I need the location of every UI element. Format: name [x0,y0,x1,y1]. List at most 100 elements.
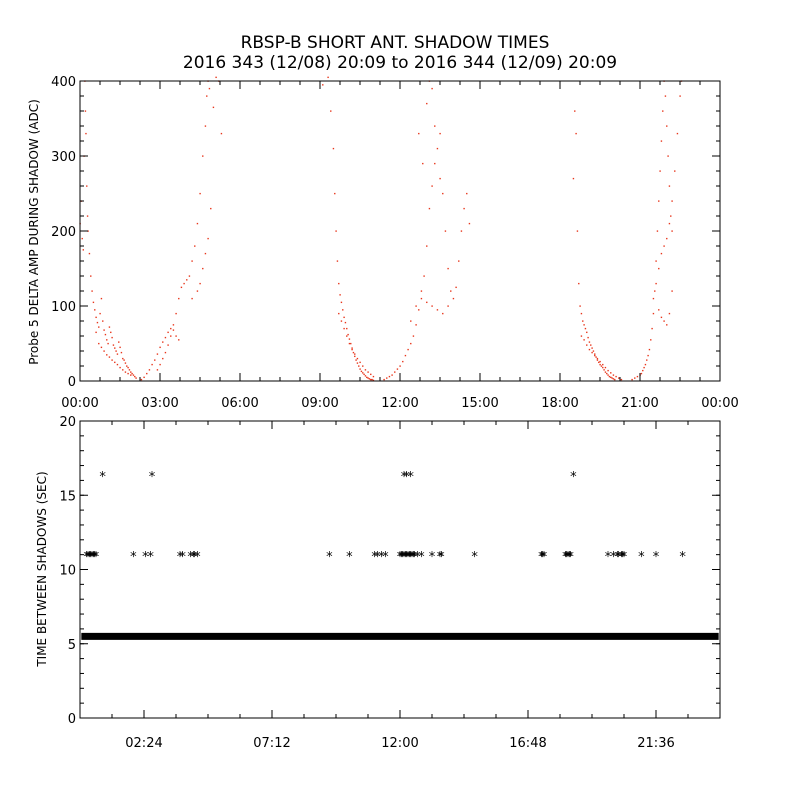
bottom-data-point: * [605,550,612,565]
top-data-point [436,147,439,150]
bottom-data-point: * [397,550,404,565]
top-data-point [124,371,127,373]
top-data-point [648,348,651,351]
top-data-point [660,140,663,142]
top-data-point [104,333,107,336]
bottom-data-point: * [407,470,414,485]
bottom-data-point: * [371,550,378,565]
top-data-point [340,320,343,322]
bottom-data-point: * [565,550,572,565]
top-data-point [610,372,612,374]
bottom-axis-ticks: 02:24 07:12 12:00 16:48 21:36 0 5 10 15 20 [59,415,721,751]
top-x-tick-label: 03:00 [141,396,178,411]
top-data-point [431,185,433,187]
top-data-point [178,339,180,341]
top-data-point [127,366,129,369]
top-data-point [431,87,433,90]
top-data-point [100,297,103,300]
top-y-tick-label: 0 [68,375,76,390]
bottom-data-point: * [326,550,333,565]
top-data-point [108,326,111,328]
top-data-point [111,336,113,339]
bottom-data-point: * [130,550,137,565]
top-data-point [407,348,409,351]
bottom-data-point: * [566,550,573,565]
top-data-point [116,363,119,366]
bottom-data-point: * [567,550,574,565]
top-axis-ticks: 00:00 03:00 06:00 09:00 12:00 15:00 18:00 21:00… [51,75,739,411]
top-data-point [604,371,607,373]
top-data-point [344,321,347,324]
top-data-point [99,312,101,315]
top-data-point [327,76,329,79]
top-data-point [679,95,681,97]
bottom-data-point: * [619,550,626,565]
top-data-point [95,316,97,319]
top-data-points [79,76,683,382]
top-data-point [594,353,596,355]
top-data-point [220,132,223,135]
top-data-point [659,170,661,172]
top-data-point [350,342,352,345]
top-data-point [164,336,167,339]
top-data-point [436,309,439,311]
top-data-point [583,339,585,341]
bottom-data-point: * [86,550,93,565]
bottom-data-point: * [610,550,617,565]
top-data-point [651,327,653,330]
bottom-data-point: * [403,470,410,485]
top-data-point [96,321,99,324]
top-data-point [666,324,668,326]
bottom-data-points: ********** ***** **** * * **** ***************… [81,470,719,640]
top-data-point [642,369,644,372]
top-data-point [359,368,361,370]
bottom-data-point: * [85,550,92,565]
top-data-point [122,369,124,371]
top-y-tick-label: 200 [51,225,76,240]
top-data-point [356,357,359,360]
top-data-point [620,378,623,381]
top-data-point [582,320,584,322]
top-data-point [658,200,660,202]
top-data-point [100,346,103,349]
top-data-point [106,339,108,341]
top-data-point [368,378,371,380]
top-data-point [640,372,643,375]
top-data-point [191,297,193,300]
top-data-point [660,252,663,255]
top-data-point [603,369,605,371]
top-data-point [119,346,121,349]
top-data-point [338,282,340,285]
top-data-point [434,125,436,127]
top-data-point [196,222,199,225]
top-data-point [662,110,664,112]
bottom-y-tick-label: 0 [68,712,76,727]
top-data-point [580,312,583,315]
top-data-point [588,341,591,343]
top-data-point [599,360,601,363]
bottom-x-tick-label: 12:00 [381,736,418,751]
top-data-point [95,331,97,334]
top-data-point [86,215,89,217]
top-data-point [458,260,460,262]
top-data-point [112,344,115,346]
top-data-point [340,301,343,304]
top-data-point [614,378,616,381]
top-data-point [580,335,583,337]
top-data-point [422,162,424,165]
top-data-point [572,177,575,180]
top-data-point [576,230,579,232]
bottom-data-point: * [621,550,628,565]
bottom-data-point: * [411,550,418,565]
top-data-point [334,192,336,195]
top-data-point [123,359,125,361]
top-data-point [122,357,124,360]
top-data-point [463,207,465,210]
top-data-point [114,347,116,349]
bottom-data-point: * [407,550,414,565]
top-data-point [132,374,135,376]
top-data-point [647,354,649,357]
top-data-point [452,297,455,300]
top-data-point [447,267,449,270]
